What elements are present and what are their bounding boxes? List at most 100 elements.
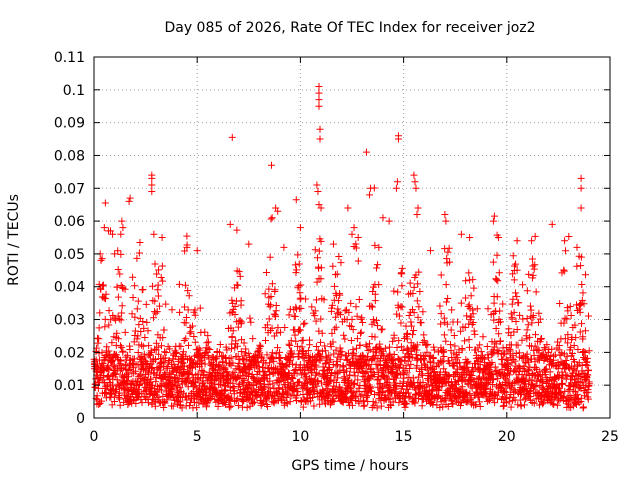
data-point [114, 312, 122, 320]
data-point [227, 402, 235, 410]
data-point [240, 339, 248, 347]
data-point [450, 331, 458, 339]
data-point [266, 253, 274, 261]
data-point [531, 383, 539, 391]
data-point [446, 341, 454, 349]
data-point [137, 341, 145, 349]
data-point [413, 341, 421, 349]
data-point [184, 287, 192, 295]
data-point [277, 328, 285, 336]
data-point [344, 204, 352, 212]
data-point [130, 355, 138, 363]
data-point [237, 297, 245, 305]
data-point [510, 308, 518, 316]
data-point [331, 282, 339, 290]
data-point [524, 367, 532, 375]
data-point [467, 292, 475, 300]
data-point [494, 375, 502, 383]
data-point [124, 351, 132, 359]
data-point [536, 315, 544, 323]
data-point [528, 376, 536, 384]
data-point [457, 327, 465, 335]
data-point [291, 313, 299, 321]
data-point [327, 356, 335, 364]
data-point [410, 327, 418, 335]
data-point [313, 377, 321, 385]
data-point [115, 361, 123, 369]
data-point [321, 342, 329, 350]
data-point [465, 336, 473, 344]
data-point [180, 362, 188, 370]
data-point [131, 282, 139, 290]
data-point [555, 341, 563, 349]
data-point [101, 323, 109, 331]
data-point [178, 404, 186, 412]
y-tick-label: 0.1 [63, 83, 85, 99]
data-point [442, 217, 450, 225]
data-point [327, 343, 335, 351]
data-point [441, 395, 449, 403]
data-point [95, 335, 103, 343]
data-point [318, 347, 326, 355]
data-point [492, 276, 500, 284]
data-point [373, 365, 381, 373]
data-point [184, 383, 192, 391]
data-point [395, 337, 403, 345]
data-point [389, 365, 397, 373]
x-tick-label: 5 [193, 429, 202, 445]
data-point [525, 270, 533, 278]
data-point [138, 399, 146, 407]
data-point [239, 398, 247, 406]
data-point [125, 373, 133, 381]
data-point [579, 348, 587, 356]
data-point [469, 310, 477, 318]
data-point [442, 298, 450, 306]
data-point [105, 321, 113, 329]
data-point [200, 354, 208, 362]
data-point [106, 353, 114, 361]
data-point [233, 375, 241, 383]
data-point [368, 303, 376, 311]
data-point [465, 343, 473, 351]
data-point [256, 341, 264, 349]
data-point [317, 264, 325, 272]
data-point [187, 328, 195, 336]
data-point [110, 398, 118, 406]
data-point [430, 346, 438, 354]
data-point [458, 346, 466, 354]
data-point [385, 375, 393, 383]
data-point [181, 281, 189, 289]
data-point [436, 302, 444, 310]
y-tick-label: 0 [76, 411, 85, 427]
data-point [350, 224, 358, 232]
data-point [204, 344, 212, 352]
data-point [550, 356, 558, 364]
data-point [166, 345, 174, 353]
data-point [356, 329, 364, 337]
data-point [108, 339, 116, 347]
data-point [531, 342, 539, 350]
data-point [409, 382, 417, 390]
data-point [516, 311, 524, 319]
data-point [507, 403, 515, 411]
data-point [117, 342, 125, 350]
data-point [312, 342, 320, 350]
data-point [294, 251, 302, 259]
data-point [431, 368, 439, 376]
data-point [506, 347, 514, 355]
data-point [379, 214, 387, 222]
data-point [385, 217, 393, 225]
data-point [101, 295, 109, 303]
data-point [257, 353, 265, 361]
data-point [367, 184, 375, 192]
data-point [263, 351, 271, 359]
data-point [221, 400, 229, 408]
data-point [129, 294, 137, 302]
data-point [148, 181, 156, 189]
data-point [564, 363, 572, 371]
data-point [484, 354, 492, 362]
data-point [182, 313, 190, 321]
data-point [498, 356, 506, 364]
data-point [346, 322, 354, 330]
data-point [268, 214, 276, 222]
